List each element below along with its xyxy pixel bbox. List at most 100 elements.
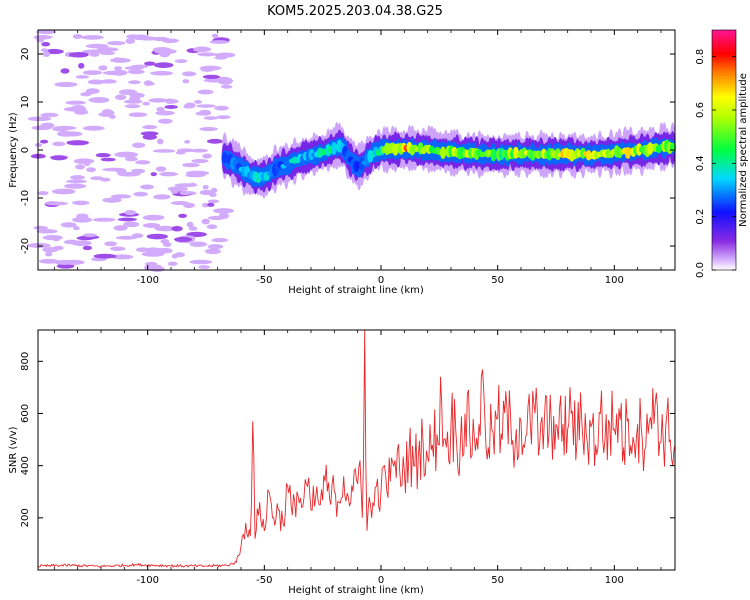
- noise-blob: [128, 80, 141, 85]
- colorbar-frame: [711, 29, 737, 271]
- noise-blob: [95, 153, 111, 158]
- snr-y-label: SNR (v/v): [8, 426, 19, 473]
- noise-blob: [202, 153, 212, 159]
- noise-blob: [164, 105, 178, 109]
- snr-x-label: Height of straight line (km): [288, 585, 424, 596]
- noise-blob: [41, 41, 51, 47]
- noise-blob: [189, 148, 209, 153]
- noise-blob: [135, 247, 150, 253]
- y-tick-label: 200: [20, 508, 31, 527]
- noise-blob: [211, 237, 229, 243]
- noise-blob: [170, 201, 189, 206]
- x-tick-label: -50: [256, 575, 272, 586]
- noise-blob: [82, 125, 105, 131]
- noise-blob: [99, 51, 116, 56]
- noise-blob: [207, 199, 220, 204]
- noise-blob: [203, 78, 227, 83]
- noise-blob: [152, 149, 176, 153]
- snr-y-ticks: 200 400 600 800: [20, 352, 675, 527]
- noise-blob: [155, 110, 175, 116]
- noise-blob: [153, 194, 171, 200]
- noise-blob: [186, 221, 194, 228]
- colorbar-label: Normalized spectral amplitude: [738, 73, 749, 227]
- noise-blob: [100, 157, 116, 162]
- y-tick-label: -20: [20, 238, 31, 254]
- snr-line: [37, 329, 676, 568]
- noise-blob: [174, 236, 193, 242]
- noise-blob: [142, 223, 161, 228]
- noise-blob: [72, 200, 90, 206]
- noise-blob: [184, 140, 191, 144]
- y-tick-label: 0: [20, 147, 31, 153]
- noise-blob: [128, 96, 141, 102]
- noise-blob: [170, 188, 179, 194]
- noise-blob: [202, 184, 209, 190]
- noise-blob: [53, 245, 64, 251]
- snr-x-ticks: -100 -50 0 50 100: [53, 330, 662, 586]
- figure-title: KOM5.2025.203.04.38.G25: [267, 4, 443, 19]
- noise-blob: [90, 176, 104, 181]
- noise-blob: [125, 38, 136, 44]
- noise-blob: [124, 66, 144, 70]
- spectrogram-y-label: Frequency (Hz): [8, 112, 19, 188]
- noise-blob: [44, 251, 53, 257]
- noise-blob: [171, 225, 183, 232]
- noise-blob: [117, 217, 137, 222]
- noise-blob: [213, 208, 234, 214]
- noise-blob: [132, 142, 146, 148]
- noise-blob: [144, 81, 155, 86]
- x-tick-label: -50: [256, 275, 272, 286]
- noise-blob: [104, 110, 115, 116]
- noise-blob: [115, 235, 137, 240]
- noise-blob: [52, 141, 66, 147]
- noise-blob: [70, 175, 85, 180]
- noise-blob: [214, 105, 229, 111]
- noise-blob: [189, 182, 197, 187]
- noise-blob: [185, 173, 206, 178]
- noise-blob: [142, 134, 157, 140]
- snr-frame: [37, 329, 676, 571]
- x-tick-label: 50: [491, 275, 504, 286]
- noise-blob: [175, 150, 186, 155]
- noise-blob: [100, 79, 117, 84]
- noise-blob: [85, 43, 109, 49]
- noise-blob: [51, 188, 76, 195]
- ridge-cell: [669, 142, 676, 152]
- noise-blob: [197, 89, 214, 95]
- noise-blob: [125, 156, 138, 162]
- noise-blob: [150, 172, 157, 177]
- noise-blob: [34, 143, 43, 147]
- noise-blob: [214, 55, 228, 60]
- noise-blob: [113, 225, 128, 231]
- noise-blob: [42, 234, 63, 241]
- noise-blob: [54, 259, 74, 265]
- noise-blob: [209, 40, 229, 44]
- noise-blob: [63, 239, 80, 245]
- noise-blob: [155, 166, 167, 172]
- snr-series: [37, 329, 676, 568]
- noise-blob: [92, 217, 116, 222]
- noise-blob: [82, 245, 92, 251]
- noise-blob: [152, 36, 170, 42]
- noise-blob: [83, 233, 97, 238]
- noise-blob: [83, 161, 91, 167]
- noise-blob: [106, 40, 126, 46]
- noise-blob: [124, 209, 137, 216]
- noise-blob: [128, 112, 148, 118]
- noise-blob: [75, 75, 90, 79]
- noise-blob: [148, 98, 168, 103]
- x-tick-label: 0: [378, 275, 384, 286]
- noise-blob: [158, 118, 173, 124]
- noise-blob: [140, 131, 159, 136]
- noise-blob: [44, 201, 69, 206]
- noise-blob: [66, 179, 87, 184]
- noise-blob: [110, 194, 132, 199]
- noise-blob: [207, 215, 226, 221]
- noise-blob: [109, 114, 116, 119]
- noise-blob: [37, 191, 49, 196]
- noise-blob: [204, 248, 222, 255]
- noise-blob: [141, 251, 165, 257]
- noise-blob: [127, 69, 145, 75]
- noise-blob: [104, 241, 118, 247]
- noise-blob: [189, 241, 208, 247]
